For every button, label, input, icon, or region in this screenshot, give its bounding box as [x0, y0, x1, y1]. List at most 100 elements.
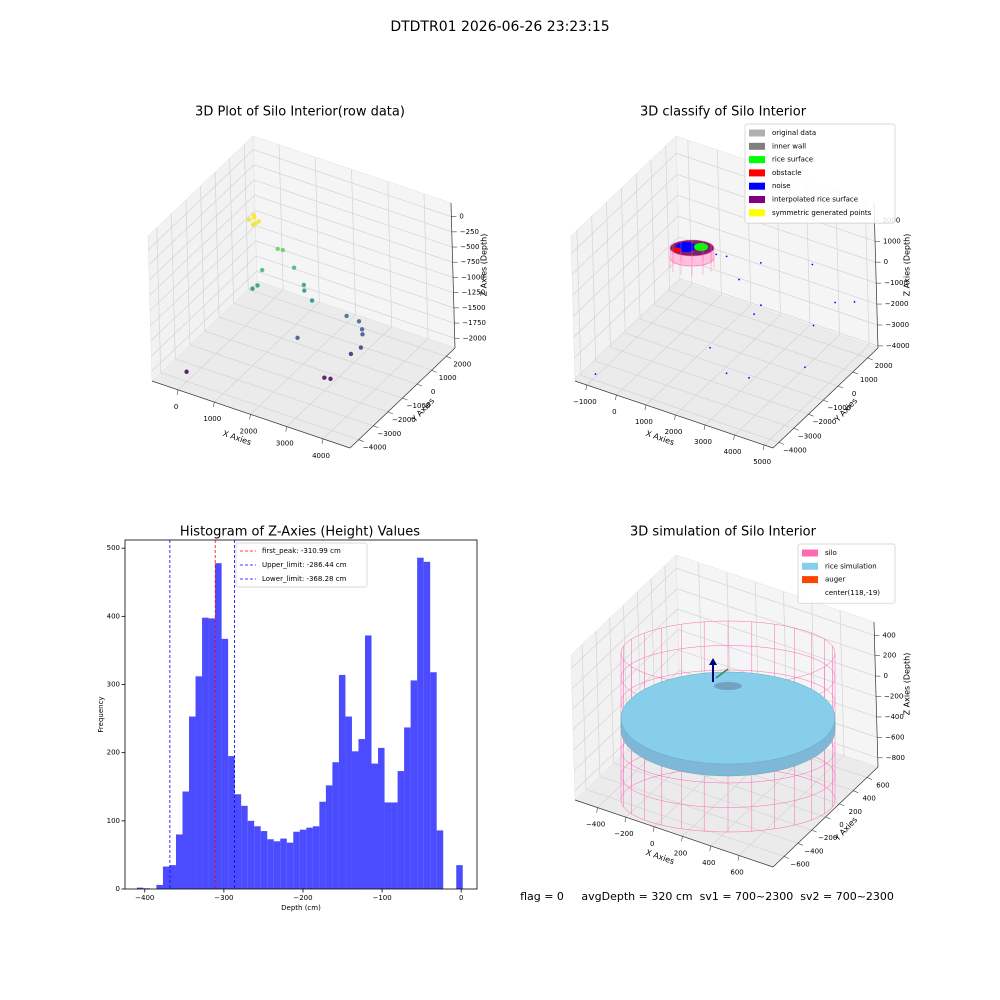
tick-mark [811, 829, 817, 833]
grid-line [572, 608, 678, 710]
tick-mark [839, 803, 845, 807]
y-tick-label: 400 [107, 612, 120, 620]
histogram-bar [228, 756, 235, 889]
z-tick-label: 0 [459, 213, 463, 221]
tick-mark [783, 856, 790, 859]
z-axis-label: Z Axies (Depth) [480, 234, 489, 297]
x-axis-line [574, 799, 774, 868]
grid-line [645, 304, 752, 406]
x-tick-label: 600 [730, 869, 743, 877]
legend-label: interpolated rice surface [772, 196, 858, 204]
tick-mark [402, 397, 408, 401]
tick-mark [176, 389, 179, 395]
legend-swatch [749, 169, 765, 177]
data-point [834, 301, 837, 304]
tick-mark [853, 790, 859, 793]
legend-label: symmetric generated points [772, 209, 872, 217]
chart-title: Histogram of Z-Axies (Height) Values [180, 525, 420, 540]
histogram-bar [260, 831, 268, 889]
z-tick-label: −800 [886, 754, 905, 762]
y-tick-label: −2000 [392, 416, 416, 424]
tick-mark [703, 424, 706, 431]
histogram-bar [391, 802, 398, 889]
data-point [725, 255, 728, 258]
grid-line [253, 149, 452, 217]
legend-label: silo [825, 549, 837, 557]
tick-mark [615, 394, 617, 401]
y-tick-label: −3000 [798, 432, 822, 440]
grid-line [254, 210, 454, 278]
y-tick-label: 100 [107, 817, 120, 825]
grid-line [572, 194, 678, 296]
grid-line [150, 225, 256, 326]
tick-mark [867, 357, 873, 361]
grid-line [613, 762, 812, 831]
grid-line [571, 588, 678, 689]
tick-mark [762, 444, 765, 451]
grid-line [571, 153, 677, 254]
z-tick-label: −1750 [462, 319, 486, 327]
histogram-bar [332, 762, 339, 889]
grid-line [677, 608, 876, 677]
data-point [250, 286, 255, 291]
grid-line [763, 344, 870, 446]
grid-line [156, 227, 162, 373]
histogram-bar [371, 763, 379, 889]
histogram-bar [417, 557, 424, 889]
z-tick-label: −1000 [884, 279, 908, 287]
x-tick-label: 400 [702, 859, 715, 867]
histogram-bar [241, 805, 248, 889]
histogram-bar [189, 716, 196, 889]
data-point [253, 221, 258, 226]
tick-mark [652, 826, 655, 832]
legend-label: Upper_limit: -286.44 cm [262, 561, 347, 569]
legend-label: inner wall [772, 142, 806, 150]
tick-mark [644, 404, 647, 411]
data-point [715, 253, 718, 256]
x-tick-label: 1000 [203, 415, 221, 423]
grid-line [255, 225, 454, 293]
grid-line [151, 255, 257, 357]
tick-mark [823, 399, 829, 403]
status-footer: flag = 0 avgDepth = 320 cm sv1 = 700~230… [520, 890, 894, 903]
tick-mark [416, 383, 423, 387]
data-point [184, 369, 189, 374]
x-tick-label: 3000 [276, 440, 294, 448]
tick-mark [585, 384, 588, 391]
histogram-bar [345, 716, 352, 889]
x-tick-label: 0 [174, 403, 178, 411]
tick-mark [446, 356, 452, 359]
grid-line [204, 330, 403, 399]
data-point [256, 219, 262, 224]
grid-line [572, 629, 679, 730]
tick-mark [321, 438, 324, 444]
z-axis-label: Z Axies (Depth) [903, 234, 912, 297]
grid-line [189, 344, 389, 413]
grid-line [423, 193, 429, 339]
x-tick-label: 5000 [753, 458, 771, 466]
tick-mark [624, 817, 627, 823]
grid-line [734, 334, 840, 436]
y-axis-label: Frequency [97, 696, 105, 732]
data-point [348, 351, 354, 357]
surface-patch [673, 247, 681, 253]
grid-line [717, 149, 722, 296]
grid-line [314, 157, 320, 303]
rice-dip [714, 682, 742, 690]
histogram-bar [169, 865, 176, 889]
grid-line [573, 236, 680, 338]
grid-line [254, 179, 453, 248]
grid-line [256, 255, 455, 324]
histogram-bar [364, 635, 372, 889]
histogram-bar [397, 771, 405, 889]
grid-line [574, 278, 681, 380]
legend-label: rice surface [772, 156, 813, 164]
grid-line [595, 631, 601, 777]
histogram-bar [423, 561, 431, 889]
data-point [811, 263, 814, 266]
data-point [259, 267, 265, 273]
data-point [359, 327, 365, 332]
grid-line [677, 629, 877, 697]
grid-line [581, 644, 587, 790]
legend-swatch [749, 209, 765, 217]
